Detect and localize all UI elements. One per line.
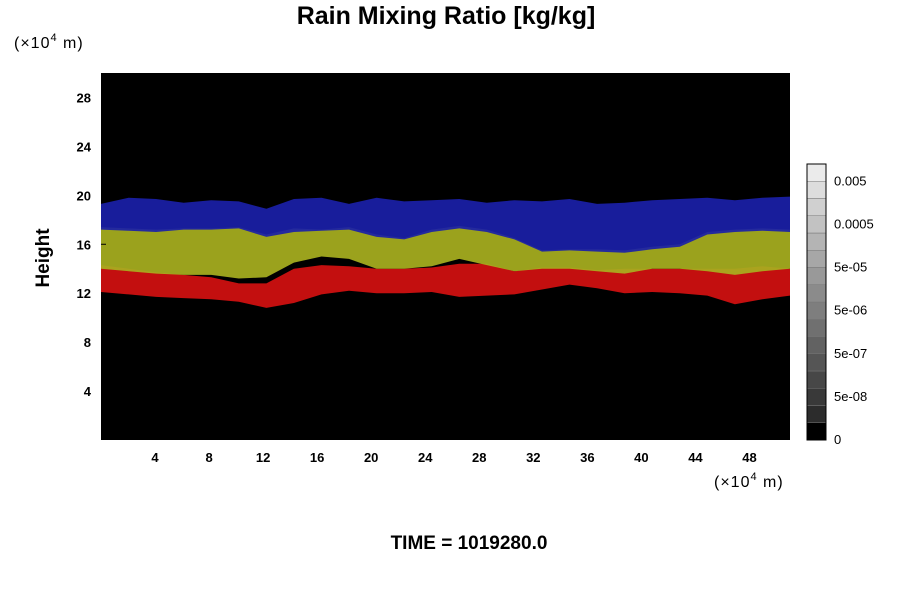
x-tick-label: 24 <box>418 450 433 465</box>
colorbar-label: 5e-07 <box>834 346 867 361</box>
time-label: TIME = 1019280.0 <box>391 533 548 554</box>
colorbar: 0.005 0.0005 5e-05 5e-06 5e-07 5e-08 0 <box>806 163 874 447</box>
colorbar-level <box>806 215 827 234</box>
y-axis: 4 8 12 16 20 24 28 <box>77 90 106 399</box>
y-tick-label: 12 <box>77 286 91 301</box>
colorbar-level <box>806 405 827 423</box>
colorbar-level <box>806 284 827 303</box>
colorbar-level <box>806 301 827 320</box>
x-unit-label: (×104 m) <box>714 471 784 491</box>
colorbar-level <box>806 319 827 337</box>
colorbar-label: 0.005 <box>834 173 867 188</box>
y-unit-label: (×104 m) <box>14 32 84 52</box>
x-tick-label: 36 <box>580 450 594 465</box>
band-blue <box>101 196 790 253</box>
y-tick-label: 8 <box>84 335 91 350</box>
colorbar-level <box>806 336 827 354</box>
y-axis-label: Height <box>33 228 54 288</box>
x-tick-label: 16 <box>310 450 324 465</box>
colorbar-level <box>806 163 827 182</box>
band-red <box>101 263 790 308</box>
colorbar-level <box>806 422 827 441</box>
y-tick-label: 20 <box>77 188 91 203</box>
colorbar-label: 5e-05 <box>834 260 867 275</box>
x-axis: 4 8 12 16 20 24 28 32 36 40 44 48 <box>151 435 757 465</box>
colorbar-frame <box>806 163 827 441</box>
x-tick-label: 20 <box>364 450 378 465</box>
x-tick-label: 48 <box>742 450 756 465</box>
band-yellow-green <box>101 225 790 279</box>
x-tick-label: 4 <box>151 450 159 465</box>
colorbar-level <box>806 232 827 251</box>
colorbar-level <box>806 250 827 268</box>
colorbar-label: 0 <box>834 432 841 447</box>
x-tick-label: 12 <box>256 450 270 465</box>
colorbar-level <box>806 181 827 199</box>
colorbar-level <box>806 267 827 285</box>
x-tick-label: 8 <box>205 450 212 465</box>
colorbar-label: 5e-06 <box>834 303 867 318</box>
y-tick-label: 16 <box>77 237 91 252</box>
colorbar-level <box>806 388 827 406</box>
colorbar-level <box>806 353 827 372</box>
plot-area <box>101 73 790 440</box>
x-tick-label: 44 <box>688 450 703 465</box>
y-tick-label: 24 <box>77 139 92 154</box>
x-tick-label: 40 <box>634 450 648 465</box>
colorbar-level <box>806 370 827 389</box>
chart-title: Rain Mixing Ratio [kg/kg] <box>297 2 596 30</box>
colorbar-level <box>806 198 827 216</box>
y-tick-label: 28 <box>77 90 91 105</box>
colorbar-label: 5e-08 <box>834 389 867 404</box>
colorbar-label: 0.0005 <box>834 216 874 231</box>
x-tick-label: 28 <box>472 450 486 465</box>
x-tick-label: 32 <box>526 450 540 465</box>
y-tick-label: 4 <box>84 384 92 399</box>
